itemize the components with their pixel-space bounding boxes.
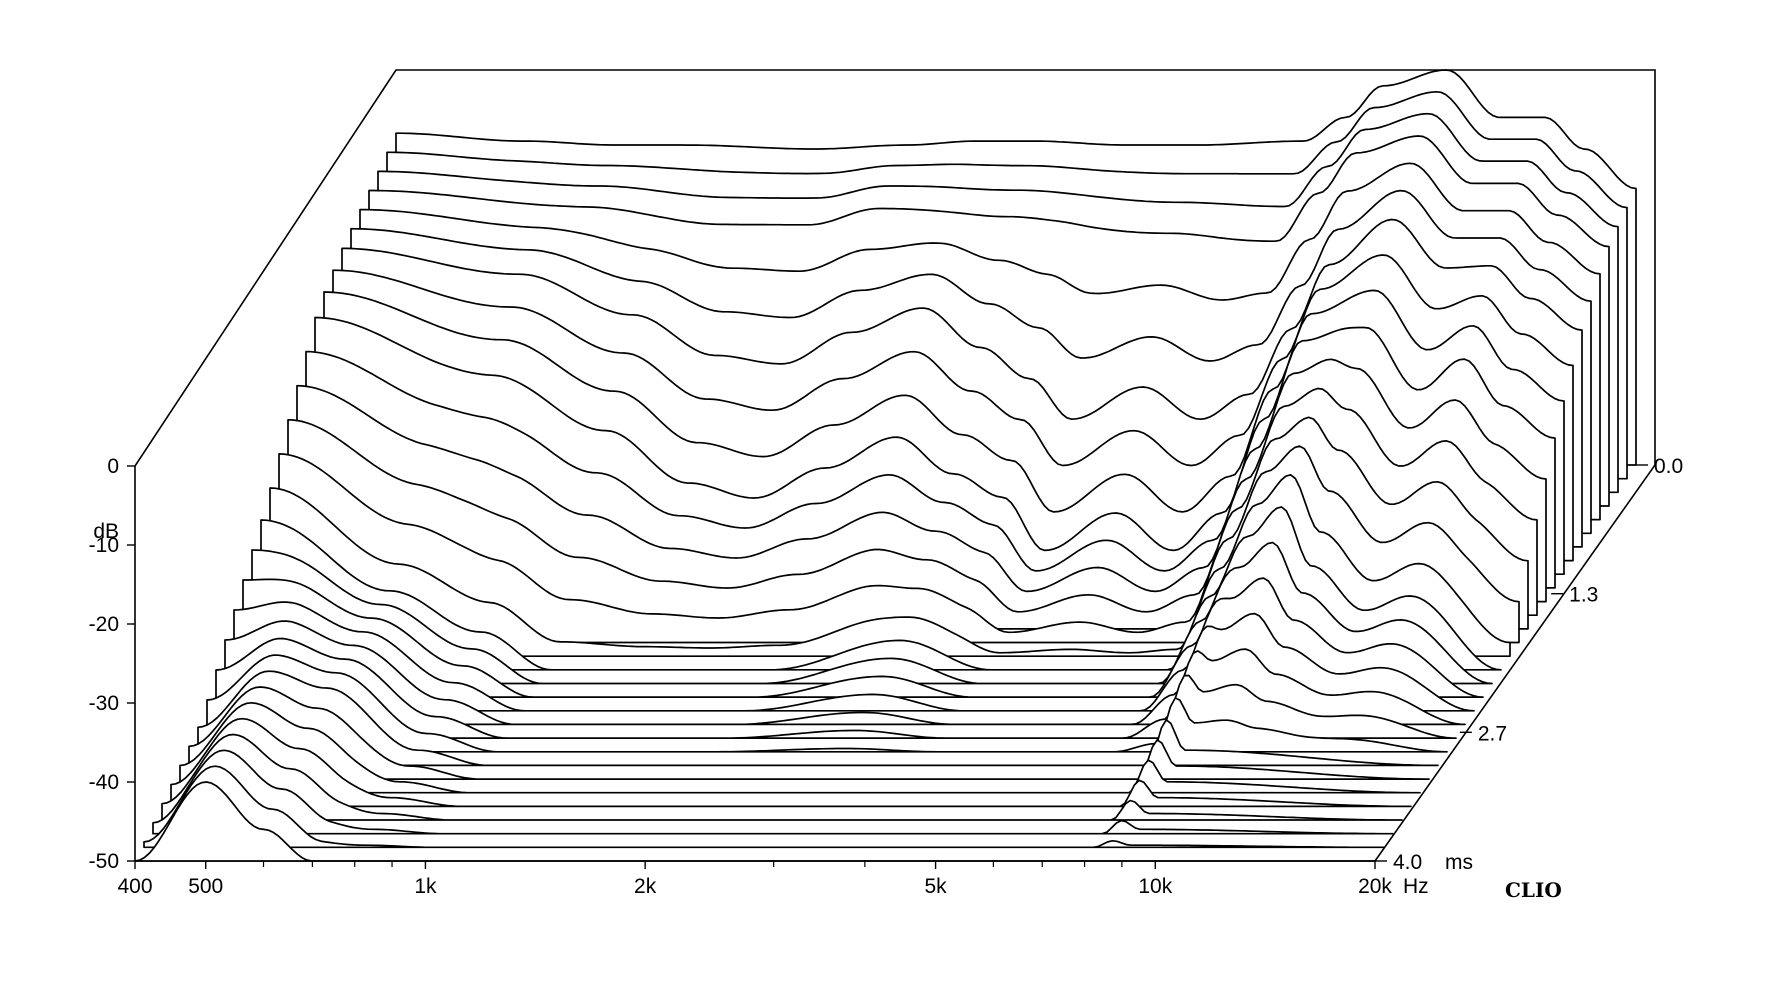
x-axis-unit: Hz [1403,875,1429,898]
y-axis-unit: dB [93,520,119,543]
x-tick-label: 500 [188,875,223,898]
slice-29 [134,781,1376,862]
frame-outline [134,69,1656,861]
y-tick-label: -40 [89,771,119,794]
time-tick-label: 1.3 [1569,584,1598,607]
x-tick-label: 400 [117,875,152,898]
time-tick-label: 4.0 [1393,851,1422,874]
time-tick-label: 2.7 [1478,722,1507,745]
y-tick-label: -10 [89,534,119,557]
chart-slices [134,69,1637,862]
frame-right-edge [1374,464,1656,862]
time-axis-unit: ms [1445,851,1473,874]
x-tick-label: 10k [1138,875,1172,898]
time-axis: 0.0 1.3 2.7 4.0 [1375,455,1683,874]
x-tick-label: 2k [634,875,657,898]
y-tick-label: -20 [89,613,119,636]
y-tick-label: -30 [89,692,119,715]
x-tick-label: 5k [924,875,947,898]
brand-label: CLIO [1505,878,1562,902]
x-tick-label: 20k [1358,875,1392,898]
x-tick-label: 1k [414,875,437,898]
y-tick-label: 0 [107,455,119,478]
y-tick-label: -50 [89,850,119,873]
time-tick-label: 0.0 [1654,455,1683,478]
y-axis: 0 -10 -20 -30 -40 -50 [89,455,135,873]
x-axis: 400 500 1k 2k 5k 10k 20k [117,861,1392,898]
